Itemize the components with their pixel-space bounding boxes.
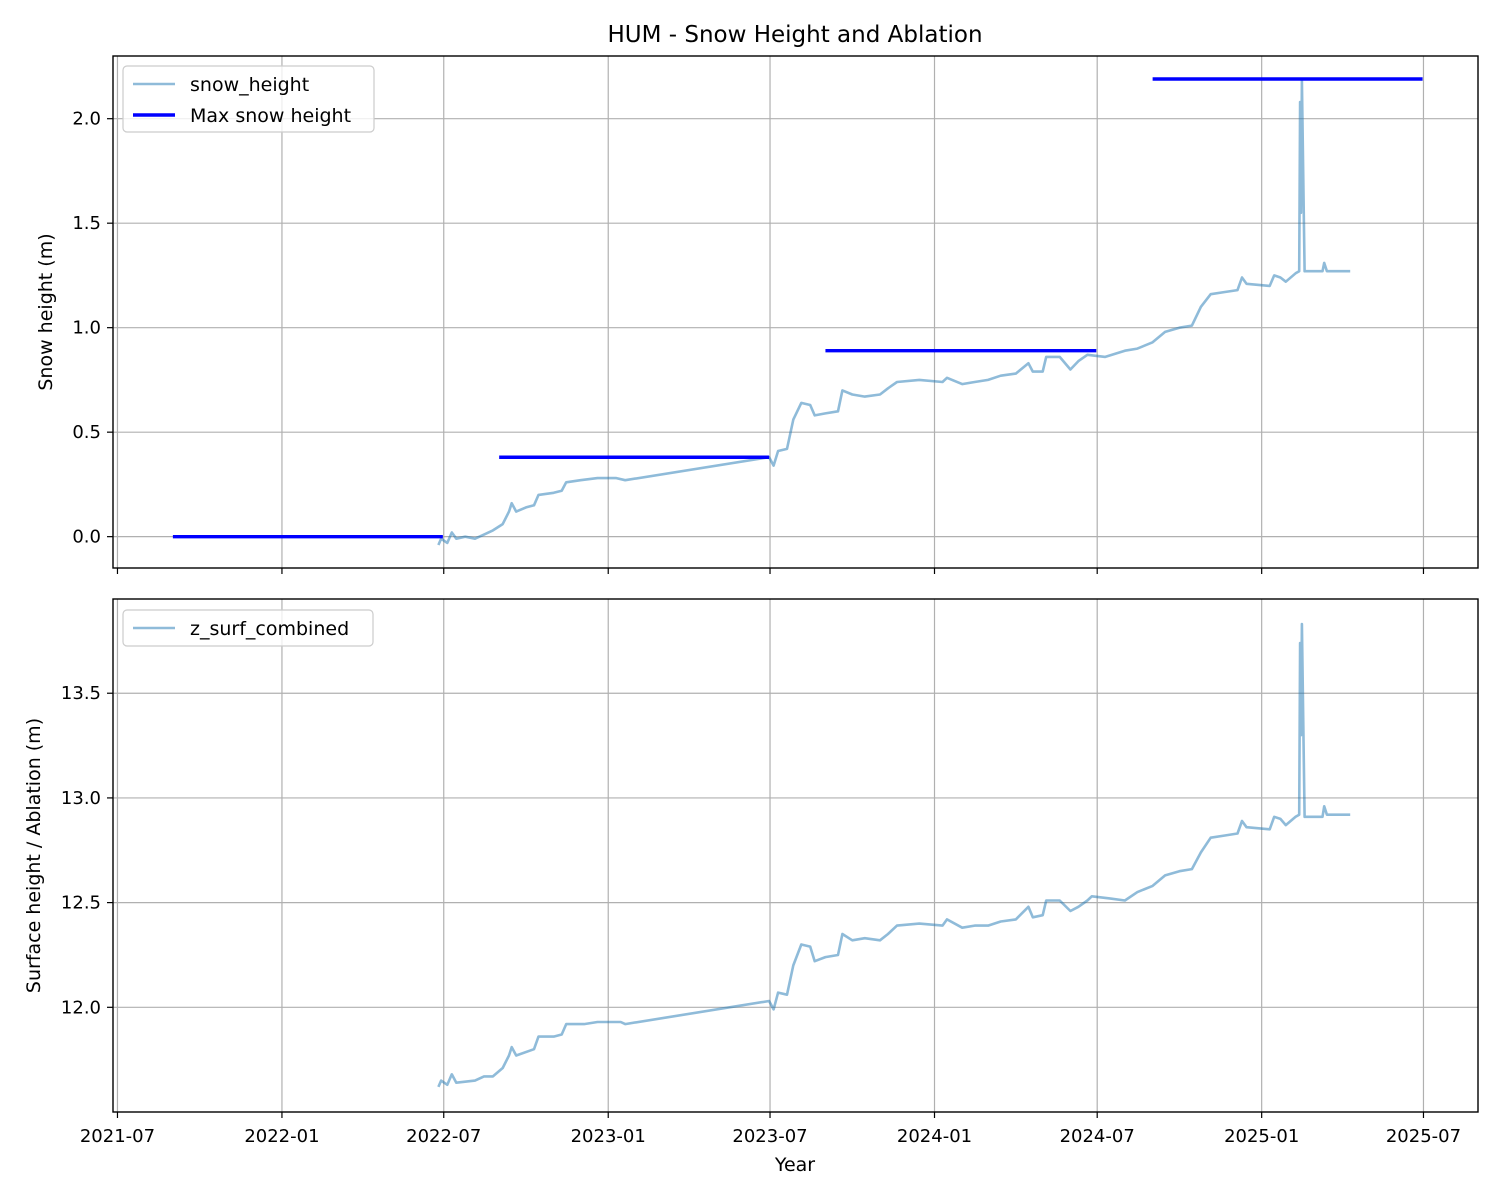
y-tick-label: 13.5 xyxy=(61,683,101,704)
y-tick-label: 0.0 xyxy=(72,527,101,548)
x-tick-label: 2023-07 xyxy=(732,1126,807,1147)
legend-box xyxy=(122,609,374,647)
x-axis-label: Year xyxy=(774,1154,815,1176)
x-tick-label: 2022-01 xyxy=(244,1126,319,1147)
series-line-snow-height xyxy=(437,79,1351,546)
y-tick-label: 2.0 xyxy=(72,109,101,130)
series-line-z-surf-combined xyxy=(437,622,1351,1088)
chart-title: HUM - Snow Height and Ablation xyxy=(607,22,982,48)
legend: z_surf_combined xyxy=(122,609,374,647)
x-tick-label: 2024-07 xyxy=(1060,1126,1135,1147)
y-axis-label: Surface height / Ablation (m) xyxy=(23,718,45,993)
y-tick-label: 12.5 xyxy=(61,893,101,914)
axes-frame xyxy=(112,55,1479,569)
legend-box xyxy=(122,65,375,133)
x-tick-label: 2024-01 xyxy=(897,1126,972,1147)
axes-frame xyxy=(112,598,1479,1113)
x-tick-label: 2025-01 xyxy=(1224,1126,1299,1147)
y-axis-label: Snow height (m) xyxy=(35,233,57,390)
legend-label-z-surf-combined: z_surf_combined xyxy=(190,618,349,640)
legend-label-snow-height: snow_height xyxy=(190,74,309,96)
x-tick-label: 2021-07 xyxy=(80,1126,155,1147)
y-tick-label: 13.0 xyxy=(61,788,101,809)
legend: snow_height Max snow height xyxy=(122,65,375,133)
y-tick-label: 1.5 xyxy=(72,213,101,234)
x-tick-label: 2023-01 xyxy=(571,1126,646,1147)
y-tick-label: 0.5 xyxy=(72,422,101,443)
snow-height-panel: 0.0 0.5 1.0 1.5 2.0 Snow height (m) snow_heigh… xyxy=(35,55,1479,574)
surface-height-panel: 2021-07 2022-01 2022-07 2023-01 2023-07 2024-… xyxy=(23,598,1479,1147)
y-tick-label: 1.0 xyxy=(72,318,101,339)
x-tick-label: 2025-07 xyxy=(1386,1126,1461,1147)
x-tick-label: 2022-07 xyxy=(406,1126,481,1147)
y-tick-label: 12.0 xyxy=(61,997,101,1018)
legend-label-max-snow-height: Max snow height xyxy=(190,105,351,127)
